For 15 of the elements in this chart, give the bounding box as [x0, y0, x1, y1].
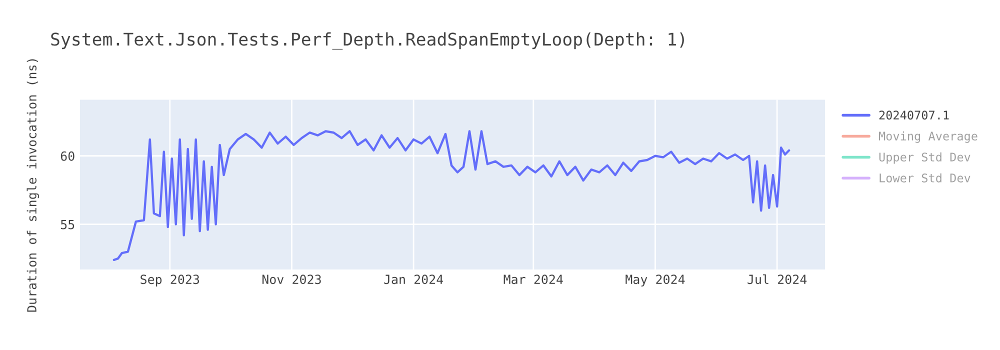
- legend-label: 20240707.1: [879, 110, 949, 120]
- x-tick-label: Sep 2023: [140, 274, 200, 287]
- line-series: [112, 130, 790, 262]
- x-tick-label: Jul 2024: [748, 274, 807, 284]
- chart-title: System.Text.Json.Tests.Perf_Depth.ReadSpanEmptyLoop(Depth: 1): [51, 32, 684, 50]
- x-tick-label: Mar 2024: [504, 274, 563, 284]
- legend-label: Moving Average: [878, 131, 978, 143]
- x-tick-label: May 2024: [626, 274, 685, 287]
- y-tick-label: 60: [60, 151, 74, 161]
- y-tick-label: 55: [60, 220, 74, 230]
- x-tick-label: Jan 2024: [384, 274, 444, 284]
- legend-label: Upper Std Dev: [879, 152, 970, 164]
- legend-label: Lower Std Dev: [880, 173, 970, 182]
- y-axis-title: Duration of single invocation (ns): [26, 59, 40, 312]
- x-tick-label: Nov 2023: [262, 274, 321, 284]
